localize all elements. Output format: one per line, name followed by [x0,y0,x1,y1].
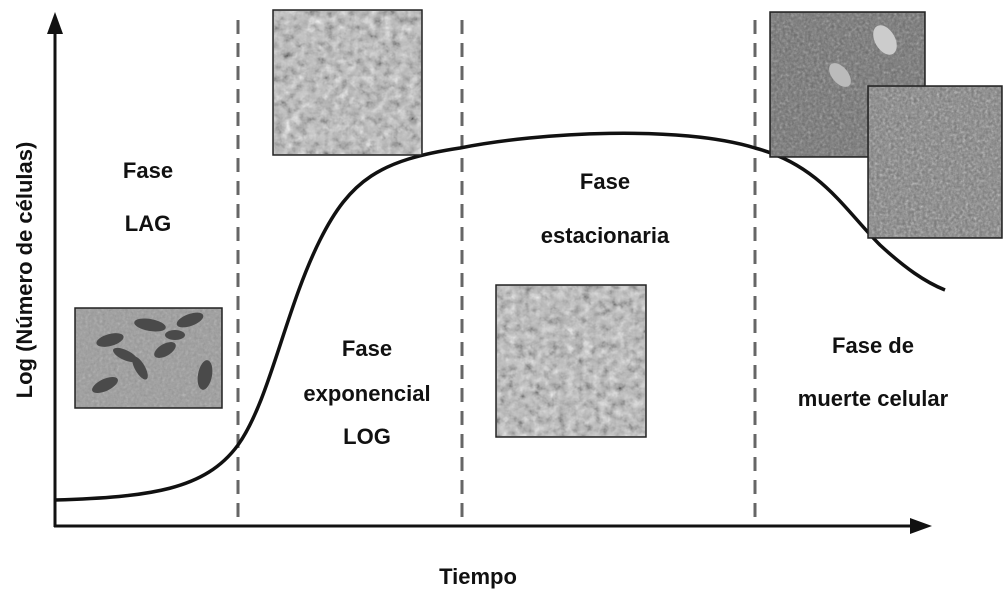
phase-label: exponencial [303,381,430,406]
micrograph-texture [274,11,421,154]
phase-label: Fase [342,336,392,361]
micrograph-lag [75,308,222,408]
micrograph-stationary [496,285,646,437]
phase-label: LOG [343,424,391,449]
y-axis-arrow [47,12,63,34]
growth-curve-diagram: Fase LAG Fase exponencial LOG Fase estac… [0,0,1003,590]
y-axis-label: Log (Número de células) [12,142,37,399]
x-axis-label: Tiempo [439,564,517,589]
x-axis-arrow [910,518,932,534]
micrograph-texture [869,87,1001,237]
phase-label: Fase [123,158,173,183]
micrograph-exponential [273,10,422,155]
phase-label: Fase de [832,333,914,358]
phase-label: LAG [125,211,171,236]
phase-label: estacionaria [541,223,670,248]
phase-label: muerte celular [798,386,949,411]
micrograph-death-2 [868,86,1002,238]
phase-label: Fase [580,169,630,194]
micrograph-texture [497,286,645,436]
